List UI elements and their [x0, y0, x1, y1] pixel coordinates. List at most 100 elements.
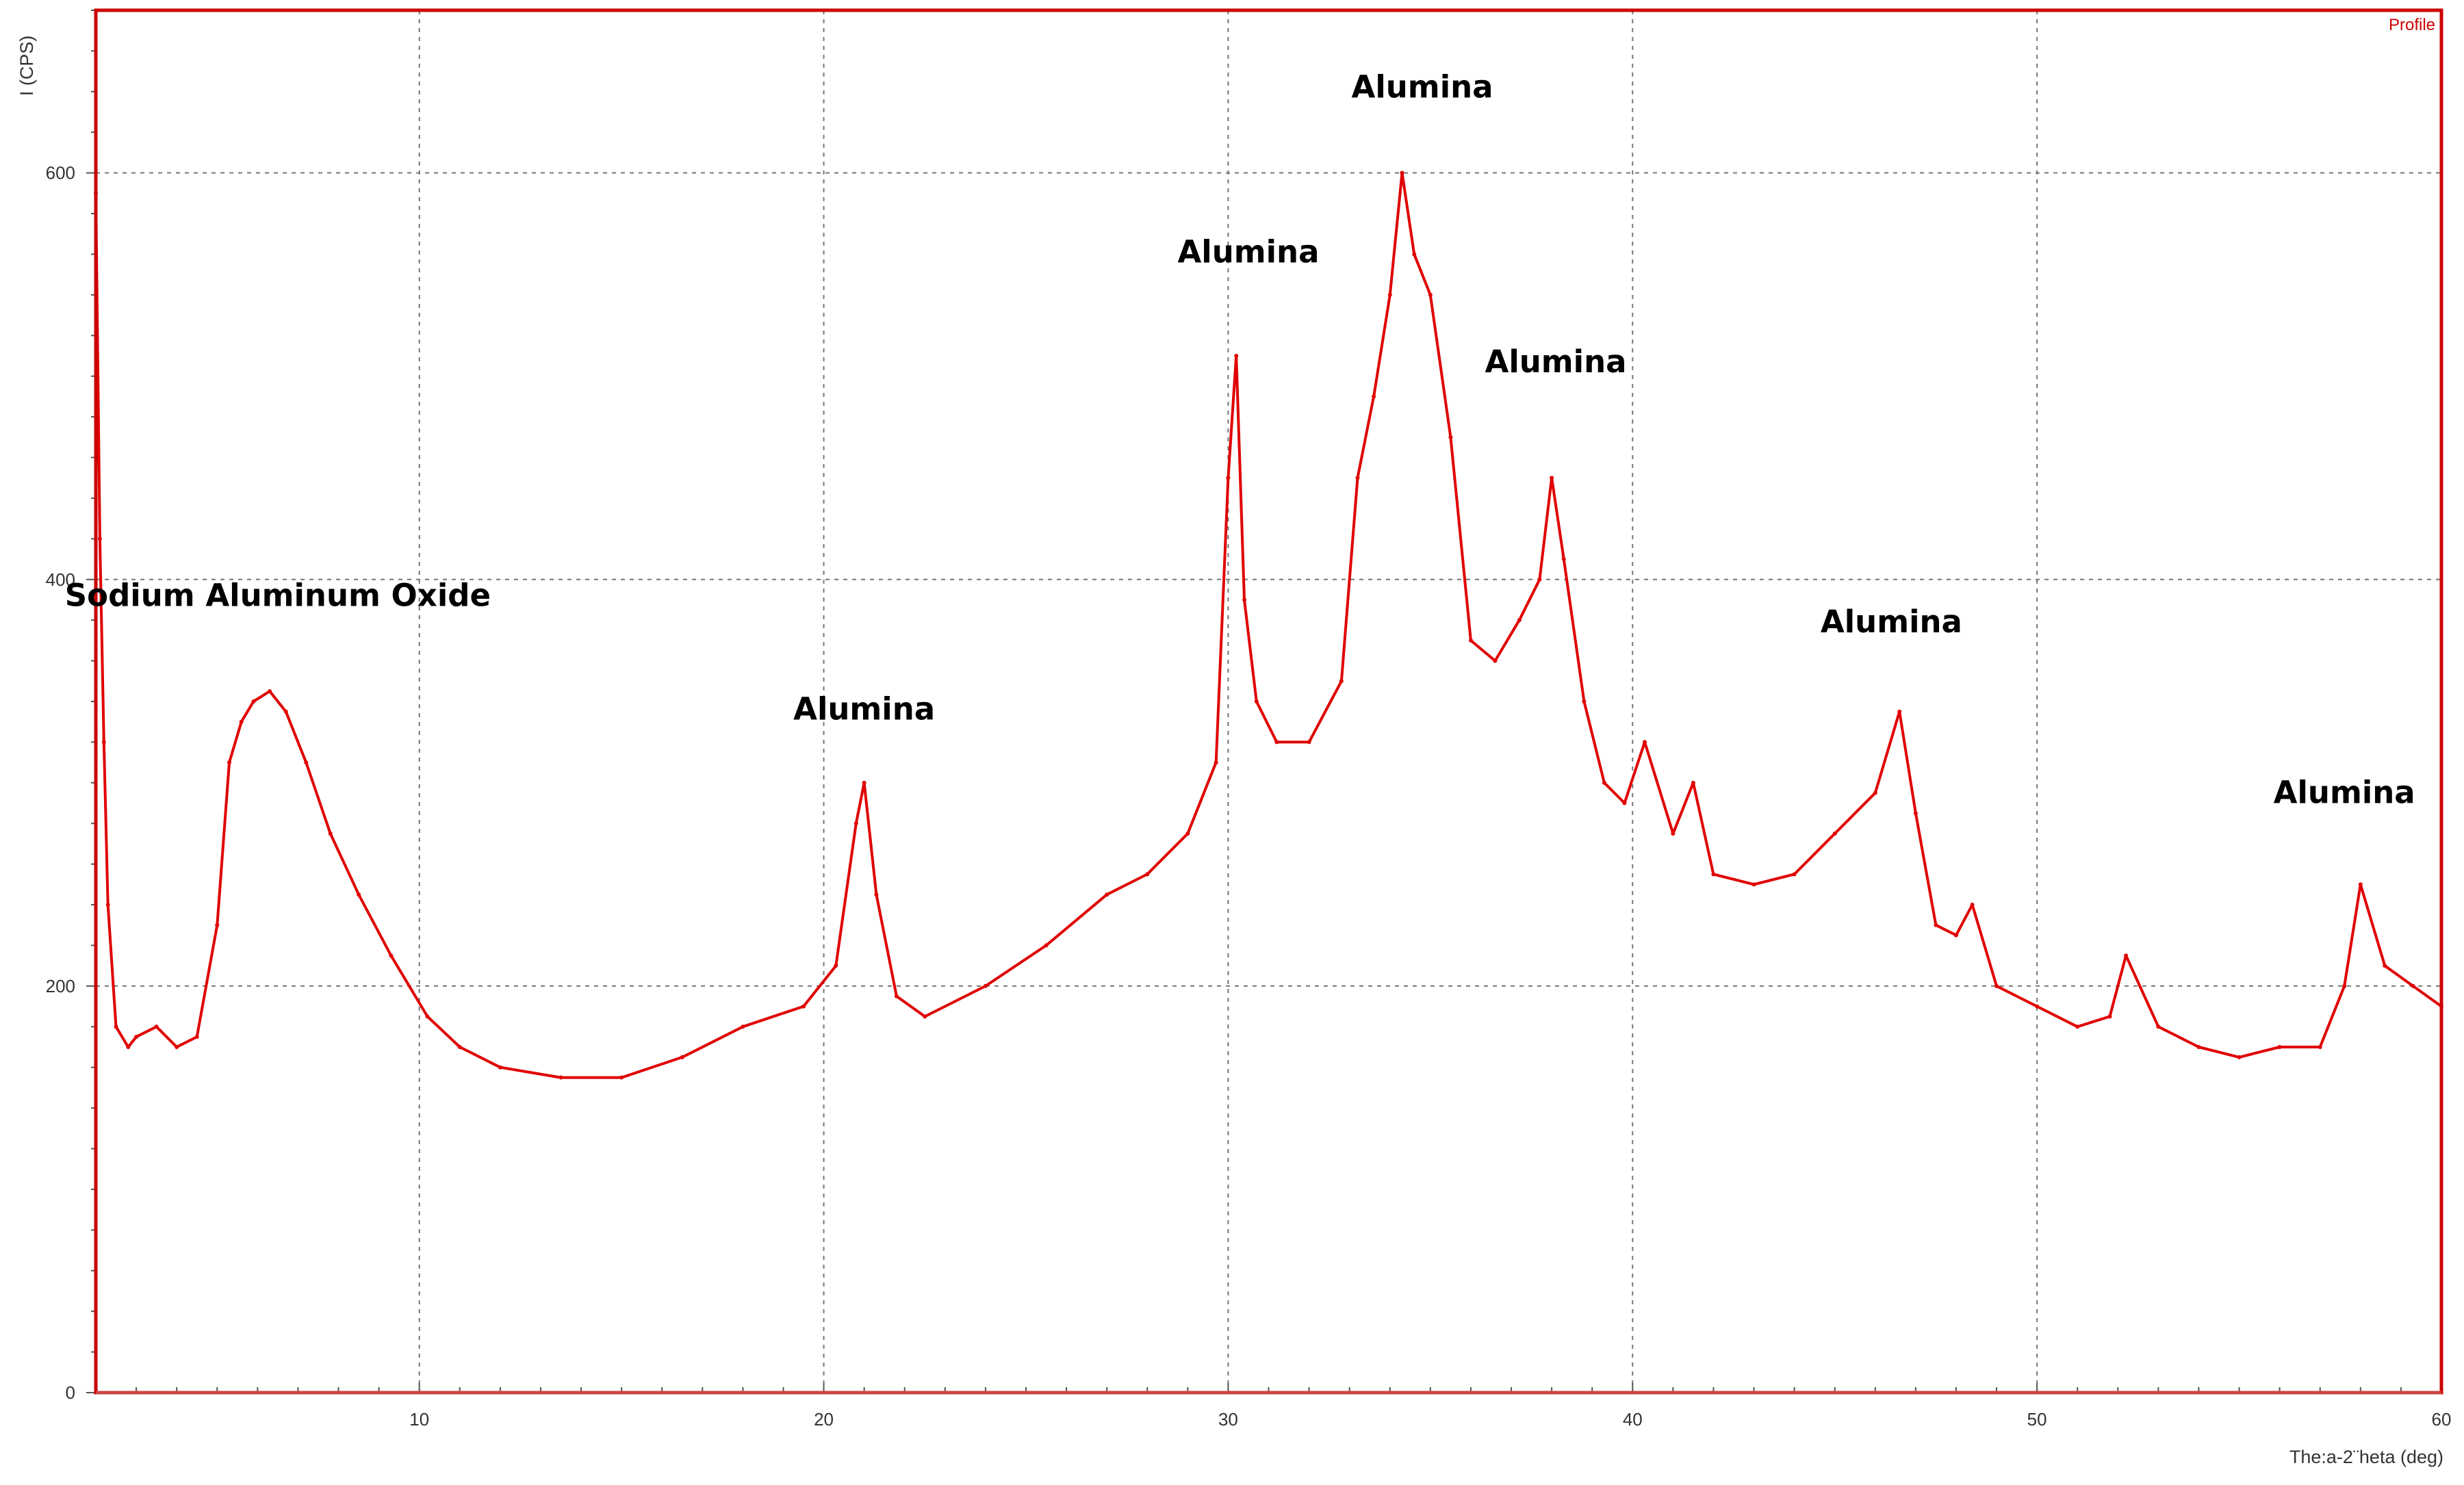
data-point — [1044, 943, 1049, 948]
data-point — [1913, 811, 1918, 816]
data-point — [2277, 1045, 2282, 1049]
data-point — [2124, 953, 2129, 958]
data-point — [1602, 780, 1606, 785]
data-point — [1622, 801, 1627, 805]
data-point — [2411, 983, 2415, 988]
y-tick-label: 0 — [66, 1382, 75, 1403]
data-point — [983, 983, 988, 988]
data-point — [1387, 292, 1392, 297]
data-point — [227, 760, 231, 765]
data-point — [1226, 476, 1231, 480]
y-tick-label: 600 — [46, 163, 75, 183]
data-point — [1671, 831, 1676, 836]
data-point — [680, 1055, 684, 1059]
data-point — [2237, 1055, 2242, 1059]
data-point — [1234, 354, 1239, 358]
y-axis-ticks: 0 200 400 600 — [46, 163, 75, 1403]
x-tick-label: 60 — [2432, 1409, 2452, 1430]
annotations: Sodium Aluminum Oxide Alumina Alumina Alumi… — [65, 69, 2415, 811]
data-point — [1550, 476, 1554, 480]
data-point — [194, 1035, 199, 1040]
data-point — [1711, 872, 1716, 877]
data-point — [1897, 709, 1902, 714]
data-point — [862, 780, 867, 785]
data-point — [1517, 618, 1522, 623]
data-point — [268, 689, 272, 694]
annotation-label: Alumina — [1352, 69, 1493, 105]
data-point — [1185, 831, 1190, 836]
data-point — [1751, 882, 1756, 887]
data-point — [1994, 983, 1999, 988]
data-point — [2107, 1014, 2112, 1019]
data-point — [126, 1045, 131, 1049]
data-point — [114, 1024, 118, 1029]
y-axis-title: I (CPS) — [16, 36, 37, 96]
data-point — [1873, 790, 1877, 795]
data-point — [1274, 740, 1279, 745]
data-point — [801, 1004, 806, 1009]
data-point — [1561, 557, 1566, 562]
data-point — [97, 537, 102, 541]
data-point — [215, 922, 220, 927]
data-point — [1691, 780, 1695, 785]
annotation-label: Alumina — [2274, 775, 2415, 811]
data-point — [1537, 577, 1542, 582]
x-tick-label: 10 — [409, 1409, 429, 1430]
data-point — [1448, 435, 1453, 439]
data-point — [2075, 1024, 2080, 1029]
data-point — [2383, 964, 2387, 968]
data-point — [239, 719, 244, 724]
data-point — [1355, 476, 1360, 480]
data-point — [2156, 1024, 2161, 1029]
annotation-label: Alumina — [793, 691, 935, 727]
data-point — [1643, 740, 1647, 745]
data-point — [2196, 1045, 2201, 1049]
data-point — [1934, 922, 1938, 927]
data-point — [1582, 699, 1587, 703]
annotation-label: Sodium Aluminum Oxide — [65, 577, 491, 613]
data-point — [1412, 252, 1417, 257]
data-point — [134, 1035, 139, 1040]
data-point — [1970, 903, 1975, 907]
x-tick-label: 40 — [1623, 1409, 1643, 1430]
x-axis-ticks: 10 20 30 40 50 60 — [409, 1409, 2451, 1430]
data-point — [2342, 983, 2347, 988]
data-point — [389, 953, 394, 958]
annotation-label: Alumina — [1485, 344, 1627, 380]
data-point — [1372, 394, 1376, 399]
data-point — [1468, 638, 1473, 643]
data-point — [741, 1024, 745, 1029]
data-point — [283, 709, 288, 714]
data-point — [1254, 699, 1259, 703]
data-point — [101, 740, 106, 745]
data-point — [154, 1024, 159, 1029]
data-point — [894, 994, 899, 998]
y-tick-label: 400 — [46, 569, 75, 590]
data-point — [1145, 872, 1150, 877]
data-point — [1400, 170, 1404, 175]
data-point — [1428, 292, 1433, 297]
data-point — [328, 831, 333, 836]
data-point — [425, 1014, 430, 1019]
data-point — [498, 1065, 502, 1070]
data-point — [619, 1075, 624, 1080]
x-tick-label: 20 — [814, 1409, 834, 1430]
x-tick-label: 50 — [2027, 1409, 2047, 1430]
data-point — [457, 1045, 462, 1049]
data-point — [1339, 679, 1344, 684]
data-point — [1214, 760, 1218, 765]
x-axis-title: The:a-2¨heta (deg) — [2289, 1447, 2443, 1467]
data-point — [1493, 658, 1498, 663]
data-point — [105, 903, 110, 907]
data-point — [2358, 882, 2363, 887]
data-point — [1307, 740, 1311, 745]
data-point — [874, 892, 879, 897]
data-point — [923, 1014, 927, 1019]
data-point — [1832, 831, 1837, 836]
legend-profile: Profile — [2389, 16, 2435, 34]
data-point — [1792, 872, 1797, 877]
data-point — [559, 1075, 563, 1080]
annotation-label: Alumina — [1177, 233, 1319, 270]
